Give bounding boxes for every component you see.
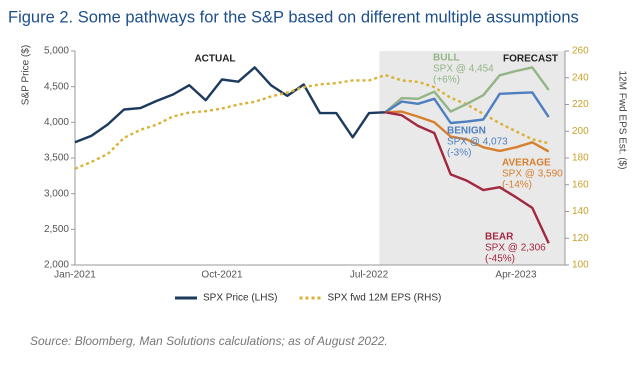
forecast-region [379,51,565,265]
scenario-label: (-3%) [447,148,471,159]
series-line [74,73,549,170]
series-line [385,110,550,153]
scenario-label: (-14%) [502,180,532,191]
y2-tick-label: 180 [572,153,589,164]
y-tick-label: 4,000 [44,117,69,128]
chart-title: Figure 2. Some pathways for the S&P base… [8,8,579,26]
y-axis-label: S&P Price ($) [21,45,32,105]
y-tick-label: 3,500 [44,153,69,164]
y2-tick-label: 260 [572,46,589,57]
annotation: FORECAST [503,54,558,65]
y-tick-label: 4,500 [44,81,69,92]
scenario-name: BENIGN [447,126,486,137]
y-tick-label: 2,500 [44,224,69,235]
source: Source: Bloomberg, Man Solutions calcula… [30,334,388,348]
scenario-label: SPX @ 3,590 [502,169,563,180]
y2-tick-label: 100 [572,260,589,271]
series-line [74,66,386,144]
scenario-name: BULL [433,53,460,64]
y2-tick-label: 160 [572,179,589,190]
scenario-name: BEAR [485,232,514,243]
scenario-label: (+6%) [433,75,460,86]
y-tick-label: 5,000 [44,46,69,57]
y2-tick-label: 240 [572,72,589,83]
scenario-label: SPX @ 2,306 [485,243,546,254]
series-line [384,66,550,114]
scenario-label: (-45%) [485,254,515,265]
x-tick-label: Apr-2023 [495,270,537,281]
y2-tick-label: 220 [572,99,589,110]
legend-label: SPX Price (LHS) [203,293,277,304]
series-line [385,111,550,244]
x-tick-label: Jan-2021 [54,270,96,281]
scenario-name: AVERAGE [502,158,551,169]
y2-tick-label: 140 [572,206,589,217]
y-tick-label: 2,000 [44,260,69,271]
annotation: ACTUAL [194,54,235,65]
y-tick-label: 3,000 [44,188,69,199]
scenario-label: SPX @ 4,073 [447,137,508,148]
y2-tick-label: 200 [572,126,589,137]
x-tick-label: Jul-2022 [350,270,389,281]
series-line [384,91,550,125]
y2-axis-label: 12M Fwd EPS Est. ($) [616,71,627,170]
y2-tick-label: 120 [572,233,589,244]
x-tick-label: Oct-2021 [201,270,243,281]
legend-label: SPX fwd 12M EPS (RHS) [327,293,441,304]
scenario-label: SPX @ 4,454 [433,64,494,75]
